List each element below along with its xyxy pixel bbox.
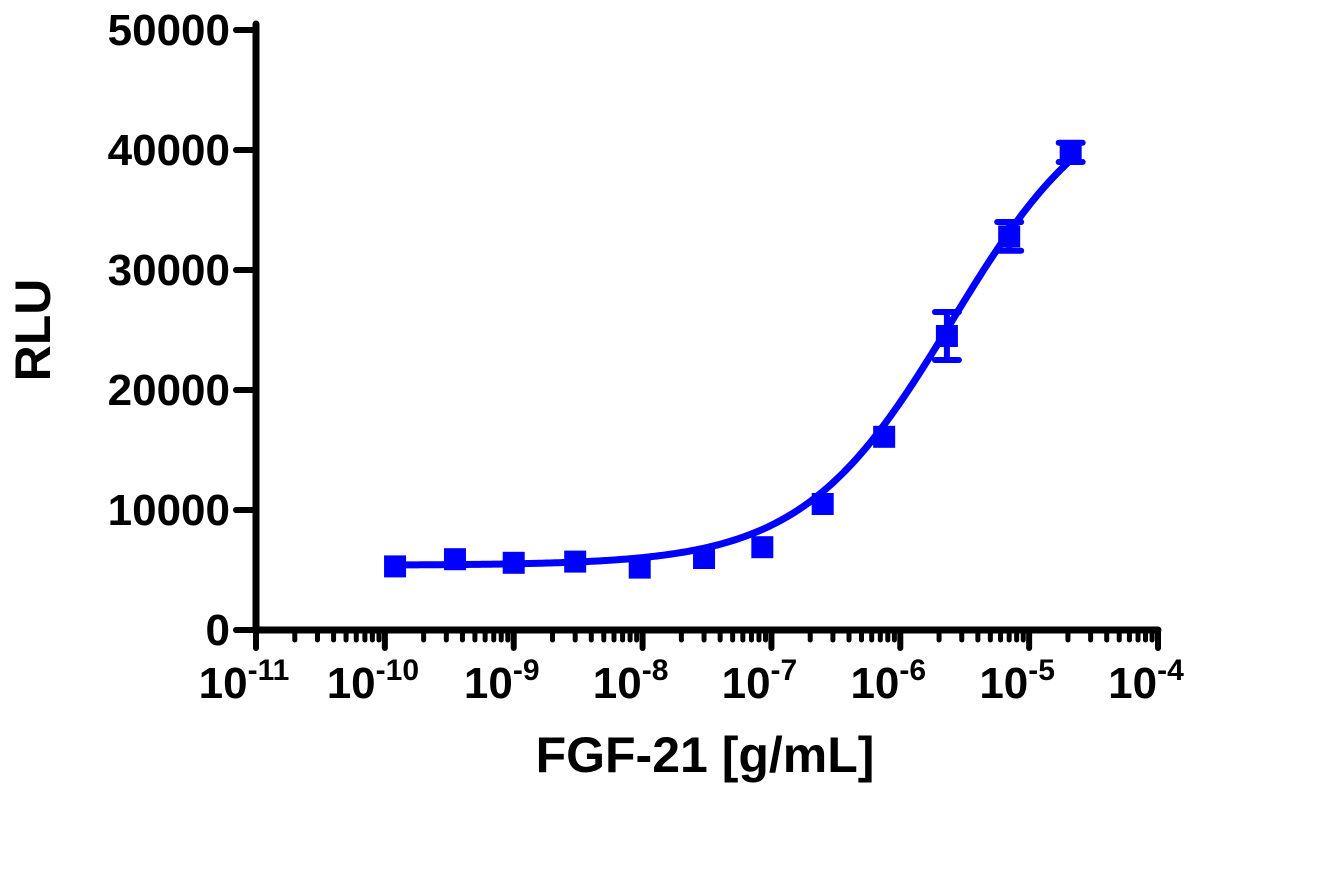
x-tick-label: 10-6 bbox=[850, 654, 926, 708]
axes-layer bbox=[252, 20, 1162, 634]
y-tick-label: 20000 bbox=[108, 366, 230, 415]
x-tick-label: 10-8 bbox=[593, 654, 669, 708]
fit-curve bbox=[391, 156, 1075, 569]
data-point bbox=[384, 555, 407, 578]
data-points-layer bbox=[384, 141, 1082, 579]
data-point bbox=[693, 547, 716, 569]
x-ticks: 10-11 10-10 10-9 10-8 10-7 10-6 10-5 10-4 bbox=[199, 627, 1184, 708]
data-point bbox=[502, 551, 525, 574]
x-tick-label: 10-11 bbox=[199, 654, 290, 708]
x-tick-base: 10 bbox=[593, 659, 642, 708]
x-axis-label: FGF-21 [g/mL] bbox=[536, 727, 875, 783]
x-tick-exponent: -7 bbox=[771, 654, 798, 687]
x-tick-exponent: -6 bbox=[899, 654, 926, 687]
x-tick-exponent: -5 bbox=[1028, 654, 1055, 687]
x-tick-base: 10 bbox=[327, 659, 376, 708]
data-point bbox=[873, 425, 896, 448]
x-tick-exponent: -8 bbox=[642, 654, 669, 687]
x-tick-base: 10 bbox=[199, 659, 248, 708]
x-tick-base: 10 bbox=[722, 659, 771, 708]
x-tick-label: 10-4 bbox=[1108, 654, 1184, 708]
fit-curve-layer bbox=[391, 156, 1075, 569]
x-tick-base: 10 bbox=[850, 659, 899, 708]
data-point bbox=[751, 536, 774, 559]
x-tick-exponent: -10 bbox=[376, 654, 419, 687]
x-tick-base: 10 bbox=[464, 659, 513, 708]
y-ticks: 0 10000 20000 30000 40000 50000 bbox=[108, 6, 259, 655]
data-point bbox=[998, 225, 1021, 248]
x-tick-exponent: -4 bbox=[1157, 654, 1184, 687]
y-tick-label: 10000 bbox=[108, 486, 230, 535]
x-tick-label: 10-7 bbox=[722, 654, 798, 708]
data-point bbox=[935, 325, 958, 347]
data-point bbox=[443, 548, 466, 571]
y-tick-label: 40000 bbox=[108, 126, 230, 175]
x-tick-label: 10-10 bbox=[327, 654, 419, 708]
data-point bbox=[628, 556, 651, 579]
x-tick-label: 10-9 bbox=[464, 654, 540, 708]
y-tick-label: 50000 bbox=[108, 6, 230, 55]
x-tick-base: 10 bbox=[1108, 659, 1157, 708]
x-tick-label: 10-5 bbox=[979, 654, 1055, 708]
x-tick-base: 10 bbox=[979, 659, 1028, 708]
y-axis-label: RLU bbox=[5, 279, 61, 382]
y-tick-label: 30000 bbox=[108, 246, 230, 295]
data-point bbox=[1059, 141, 1082, 164]
data-point bbox=[811, 493, 834, 515]
y-tick-label: 0 bbox=[206, 606, 230, 655]
x-tick-exponent: -11 bbox=[248, 654, 290, 687]
data-point bbox=[564, 550, 587, 573]
x-tick-exponent: -9 bbox=[513, 654, 540, 687]
